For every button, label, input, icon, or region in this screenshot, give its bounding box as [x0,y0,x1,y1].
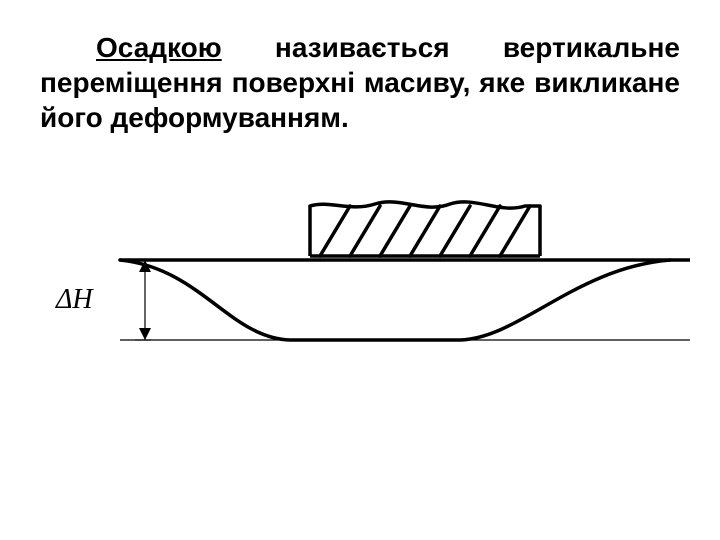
term-underlined: Осадкою [96,32,222,63]
slide: Осадкою називається вертикальне переміще… [0,0,720,540]
delta-h-label: ΔH [56,284,93,316]
diagram-svg [30,190,690,450]
settlement-diagram: ΔH [30,190,690,450]
definition-paragraph: Осадкою називається вертикальне переміще… [40,30,680,135]
